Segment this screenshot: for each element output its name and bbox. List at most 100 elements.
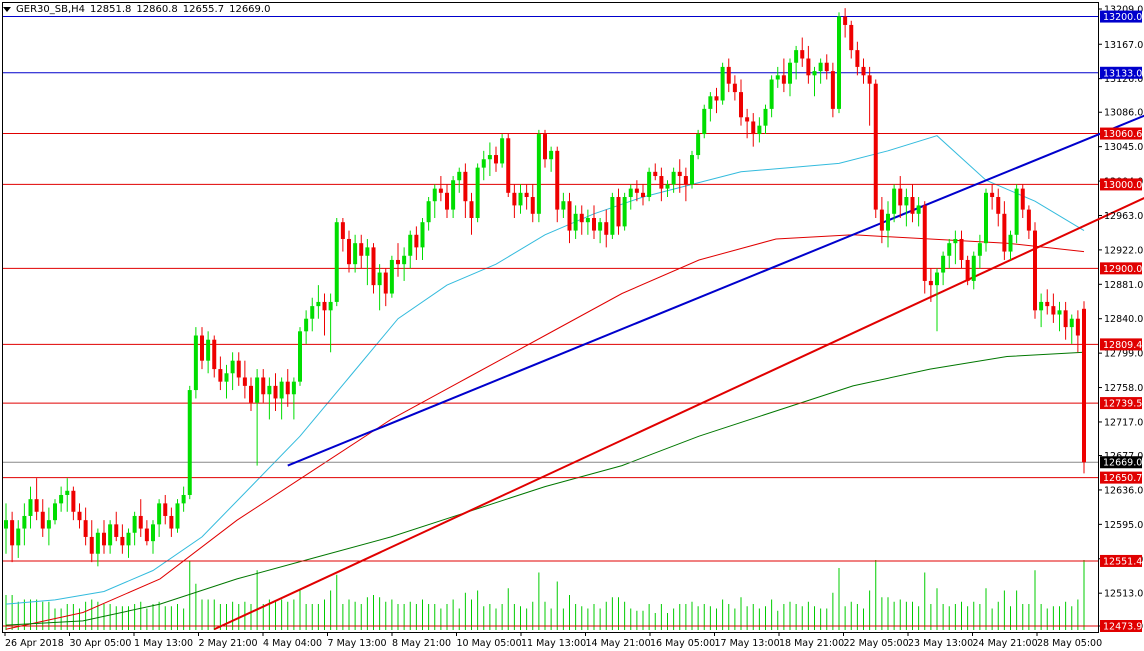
candle-body: [328, 301, 333, 311]
candle-body: [708, 96, 713, 109]
level-label-text: 13200.0: [1103, 12, 1142, 23]
level-label-box: [1100, 66, 1142, 79]
candle-body: [206, 339, 211, 361]
candle-body: [677, 171, 682, 177]
x-tick-label: 28 May 05:00: [1037, 638, 1102, 649]
candle-body: [659, 176, 664, 189]
candle-body: [573, 213, 578, 231]
candle-body: [910, 197, 915, 214]
candle-body: [555, 150, 560, 210]
candle-body: [745, 117, 750, 122]
candle-body: [1008, 234, 1013, 252]
ma-mid-line: [5, 234, 1085, 630]
candle-body: [347, 238, 351, 265]
candle-body: [628, 188, 633, 198]
candle-body: [530, 197, 535, 214]
candle-body: [414, 234, 419, 248]
candle-body: [837, 16, 841, 109]
candle-body: [512, 192, 517, 206]
level-label-box: [1100, 456, 1142, 469]
y-tick-label: 12840.0: [1104, 314, 1143, 325]
ohlc-high: 12860.8: [136, 4, 178, 15]
chart-title-bar[interactable]: GER30_SB,H4 12851.8 12860.8 12655.7 12669.0: [3, 4, 275, 15]
level-label-box: [1100, 178, 1142, 191]
candle-body: [316, 301, 321, 307]
candle-body: [224, 373, 229, 382]
candle-body: [696, 134, 701, 156]
candle-body: [971, 255, 976, 281]
candle-body: [953, 238, 958, 244]
candle-body: [175, 503, 180, 529]
candle-body: [598, 222, 603, 231]
candle-body: [377, 272, 382, 286]
x-tick-label: 7 May 13:00: [328, 638, 387, 649]
horizontal-levels: [3, 16, 1098, 627]
candle-body: [22, 515, 27, 529]
candle-body: [1014, 188, 1019, 235]
candle-body: [353, 243, 358, 265]
candle-body: [120, 536, 125, 546]
candle-body: [1063, 310, 1068, 328]
candle-body: [886, 213, 890, 231]
candle-body: [720, 66, 725, 101]
level-label-text: 13133.0: [1103, 68, 1142, 79]
candle-body: [1082, 308, 1086, 463]
candle-body: [536, 134, 541, 214]
candle-body: [726, 66, 731, 84]
candle-body: [751, 121, 756, 135]
candle-body: [432, 188, 437, 202]
candle-body: [567, 201, 572, 231]
candle-body: [463, 171, 468, 202]
candle-body: [800, 50, 805, 59]
candle-body: [114, 524, 119, 537]
chart-border: [2, 2, 1099, 633]
level-label-box: [1100, 127, 1142, 140]
candle-body: [494, 155, 498, 164]
x-tick-label: 18 May 21:00: [779, 638, 844, 649]
candle-body: [1026, 209, 1031, 231]
candle-body: [16, 528, 21, 546]
level-label-text: 12551.4: [1103, 556, 1142, 567]
candle-body: [438, 188, 443, 193]
candle-body: [77, 511, 82, 521]
candle-body: [947, 243, 952, 256]
candle-body: [739, 92, 743, 118]
candle-body: [157, 503, 162, 525]
candle-body: [849, 24, 854, 51]
level-labels: 13200.0 13133.0 13060.6 13000.0 12900.0 12809…: [1100, 10, 1142, 633]
candle-body: [481, 159, 486, 168]
y-tick-label: 12881.0: [1104, 280, 1143, 291]
candle-body: [396, 259, 400, 265]
level-label-text: 13060.6: [1103, 129, 1142, 140]
y-tick-label: 12922.0: [1104, 245, 1143, 256]
candle-body: [365, 247, 370, 256]
dropdown-arrow-icon[interactable]: [3, 6, 11, 12]
candle-body: [922, 205, 927, 281]
candle-body: [236, 360, 241, 378]
candle-body: [1020, 188, 1025, 210]
ma-slow-line: [5, 351, 1085, 626]
candle-body: [340, 222, 345, 239]
candle-body: [732, 83, 737, 93]
candle-body: [806, 58, 811, 76]
candle-body: [163, 503, 168, 516]
candle-body: [641, 192, 645, 198]
candle-body: [371, 247, 376, 286]
candle-body: [193, 335, 198, 391]
candle-body: [273, 385, 278, 399]
candle-body: [500, 138, 505, 164]
candle-body: [218, 369, 223, 382]
y-tick-label: 12513.0: [1104, 589, 1143, 600]
level-label-box: [1100, 471, 1142, 484]
candle-body: [267, 385, 272, 395]
candle-body: [1069, 318, 1074, 328]
candle-body: [200, 335, 204, 361]
candle-body: [1039, 301, 1044, 311]
candle-body: [389, 259, 394, 294]
y-tick-label: 12717.0: [1104, 417, 1143, 428]
candle-body: [702, 108, 707, 135]
level-label-text: 12739.5: [1103, 399, 1142, 410]
candle-body: [690, 155, 694, 185]
